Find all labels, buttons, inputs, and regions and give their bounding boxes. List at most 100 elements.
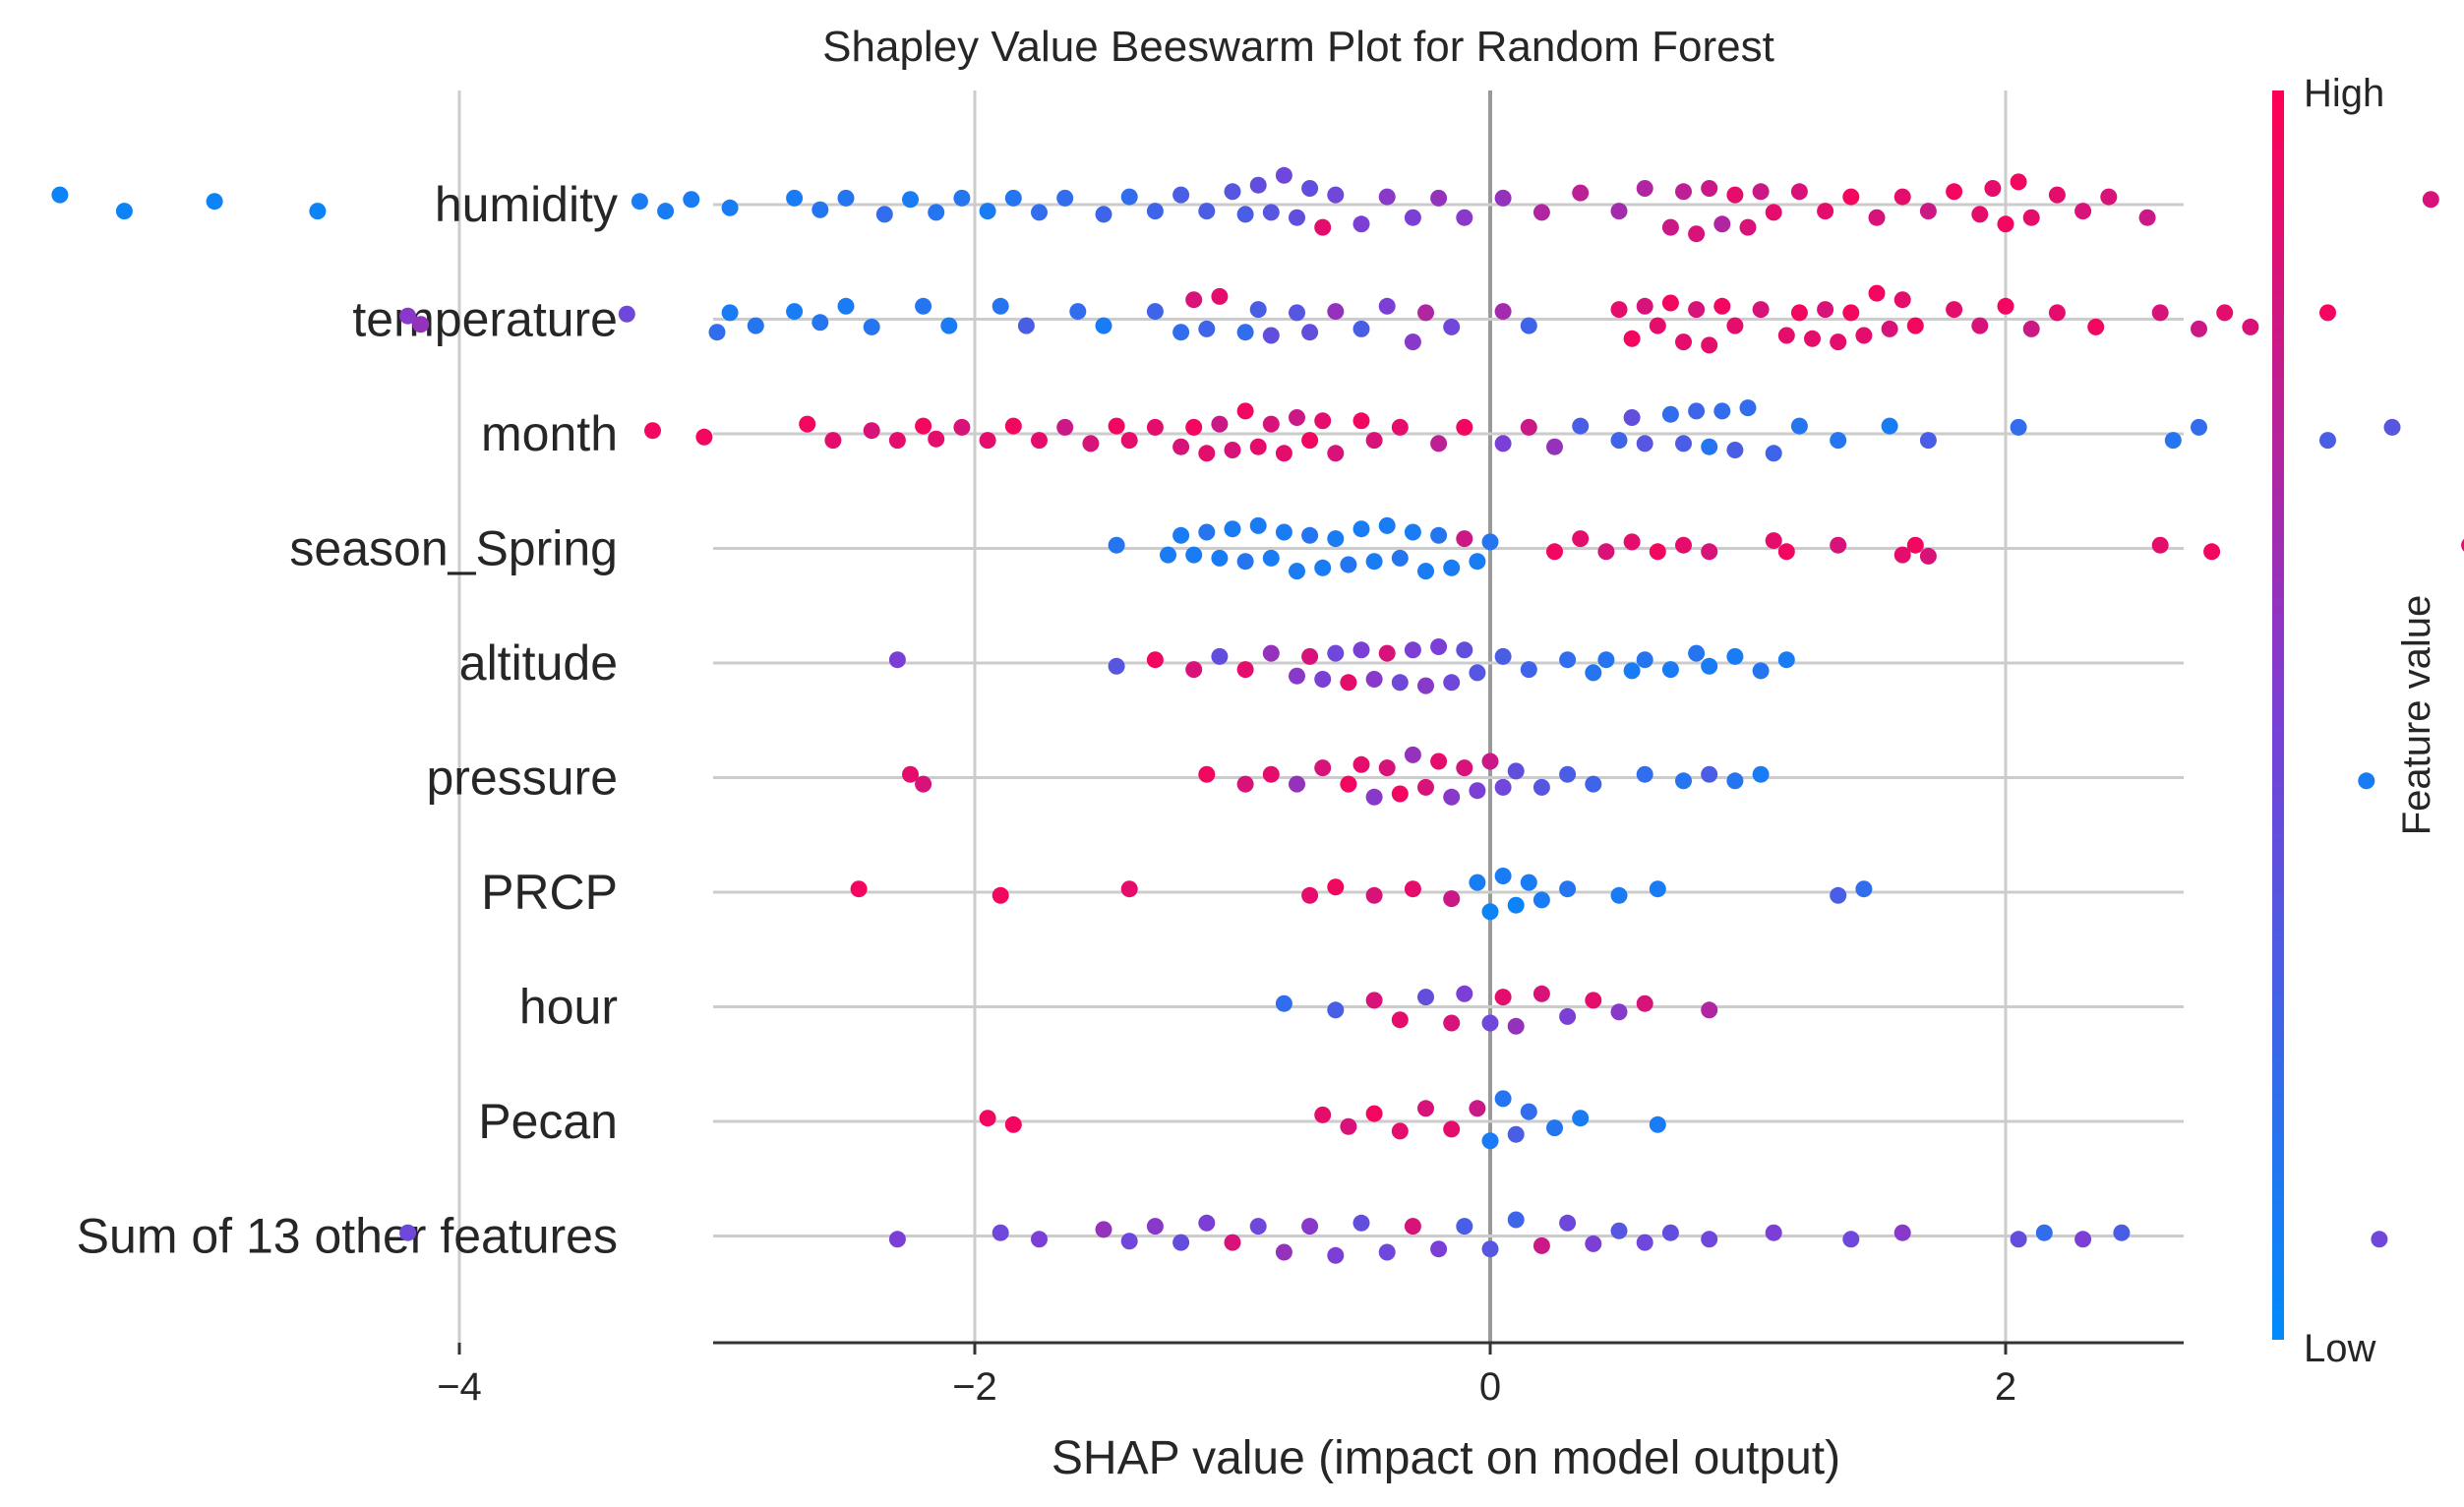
shap-point: [1327, 1001, 1345, 1019]
feature-label: temperature: [352, 292, 618, 347]
shap-point: [1404, 641, 1421, 659]
shap-point: [1456, 530, 1473, 548]
shap-point: [1456, 418, 1473, 436]
shap-point: [1469, 874, 1486, 891]
shap-point: [1314, 559, 1332, 576]
shap-point: [1675, 772, 1692, 790]
shap-point: [1236, 775, 1254, 793]
colorbar-title: Feature value: [2395, 595, 2438, 836]
shap-point: [1340, 556, 1357, 573]
shap-point: [1198, 320, 1216, 337]
shap-point: [1572, 530, 1590, 548]
shap-point: [721, 199, 739, 216]
shap-point: [837, 297, 855, 315]
shap-point: [1507, 1017, 1525, 1035]
shap-point: [2164, 432, 2182, 450]
shap-point: [2048, 304, 2066, 322]
shap-point: [1777, 327, 1795, 344]
shap-point: [412, 316, 430, 333]
shap-point: [1095, 206, 1112, 223]
feature-label: Sum of 13 other features: [77, 1209, 618, 1264]
shap-point: [683, 191, 700, 209]
shap-point: [1842, 188, 1860, 206]
shap-point: [824, 432, 842, 450]
shap-point: [1713, 402, 1731, 420]
shap-point: [1688, 225, 1706, 243]
shap-point: [1120, 188, 1138, 206]
shap-point: [979, 1110, 996, 1127]
shap-point: [1301, 526, 1319, 544]
shap-point: [1224, 183, 1241, 201]
shap-point: [1893, 291, 1911, 309]
shap-point: [1443, 318, 1461, 335]
shap-point: [1275, 1243, 1292, 1261]
shap-point: [863, 318, 880, 335]
shap-point: [1211, 287, 1229, 305]
shap-point: [1919, 432, 1937, 450]
feature-label: season_Spring: [289, 521, 618, 576]
shap-point: [1585, 992, 1602, 1009]
shap-point: [1378, 516, 1396, 534]
shap-point: [1946, 301, 1963, 319]
shap-point: [1314, 412, 1332, 430]
shap-point: [1623, 409, 1641, 426]
shap-point: [811, 201, 829, 218]
shap-point: [1430, 638, 1448, 655]
shap-point: [1391, 785, 1409, 803]
shap-point: [1481, 1240, 1499, 1258]
shap-point: [1352, 215, 1370, 233]
shap-point: [1830, 333, 1847, 351]
shap-point: [1765, 204, 1782, 221]
shap-point: [1249, 301, 1267, 319]
shap-point: [1327, 1246, 1345, 1264]
shap-point: [1842, 1231, 1860, 1248]
shap-point: [1378, 297, 1396, 315]
shap-point: [1919, 203, 1937, 220]
shap-point: [1559, 880, 1577, 898]
colorbar-gradient: [2272, 90, 2284, 1340]
shap-point: [1597, 651, 1615, 669]
shap-point: [837, 189, 855, 207]
shap-point: [1817, 301, 1834, 319]
shap-point: [1443, 788, 1461, 806]
shap-point: [1649, 543, 1666, 561]
shap-point: [1520, 874, 1537, 891]
chart-title: Shapley Value Beeswarm Plot for Random F…: [822, 23, 1774, 71]
shap-point: [1391, 1122, 1409, 1140]
shap-point: [1842, 304, 1860, 322]
shap-point: [1404, 333, 1421, 351]
shap-point: [1262, 204, 1280, 221]
shap-point: [1314, 218, 1332, 236]
shap-point: [1765, 1224, 1782, 1241]
shap-point: [1198, 445, 1216, 462]
shap-point: [1469, 782, 1486, 800]
shap-point: [1404, 746, 1421, 763]
shap-point: [1249, 1218, 1267, 1236]
shap-point: [1443, 674, 1461, 692]
shap-point: [1430, 526, 1448, 544]
shap-point: [1532, 778, 1550, 796]
shap-point: [1688, 644, 1706, 662]
shap-point: [309, 203, 327, 220]
shap-point: [399, 1224, 417, 1241]
shap-point: [1443, 890, 1461, 908]
shap-point: [1340, 674, 1357, 692]
shap-point: [1404, 880, 1421, 898]
shap-point: [1146, 203, 1164, 220]
shap-point: [1532, 985, 1550, 1002]
colorbar-low-label: Low: [2304, 1327, 2375, 1370]
shap-point: [1701, 180, 1718, 197]
data-points: [51, 166, 2464, 1264]
shap-point: [1430, 1240, 1448, 1258]
shap-point: [1160, 546, 1176, 564]
shap-point: [1352, 755, 1370, 773]
shap-point: [888, 651, 906, 669]
shap-point: [1726, 442, 1744, 458]
shap-point: [1610, 1222, 1628, 1239]
shap-point: [1507, 762, 1525, 780]
shap-point: [1456, 759, 1473, 777]
shap-point: [1095, 1221, 1112, 1238]
shap-point: [1236, 402, 1254, 420]
shap-point: [1198, 765, 1216, 783]
shap-point: [1649, 317, 1666, 334]
